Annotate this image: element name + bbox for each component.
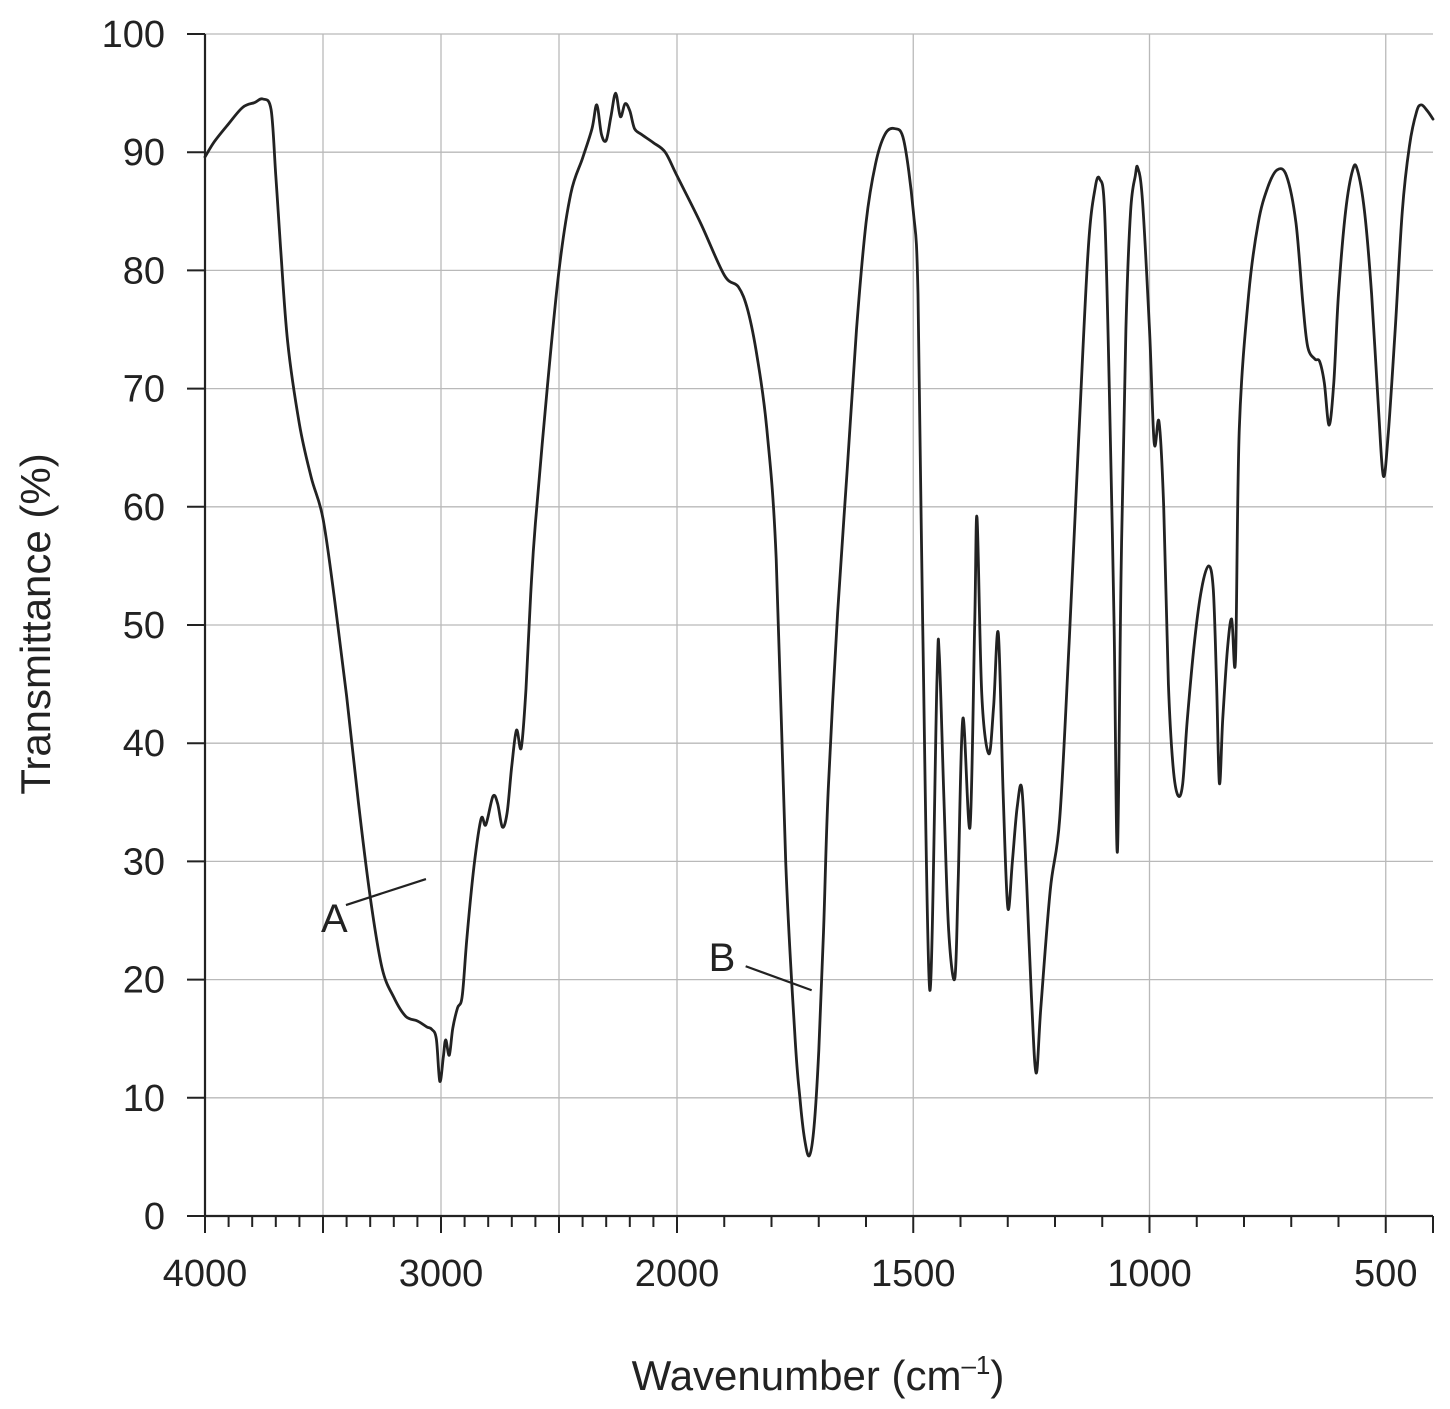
x-tick-label: 500: [1354, 1253, 1417, 1295]
y-tick-label: 40: [123, 723, 165, 765]
x-axis-title-superscript: –1: [961, 1350, 990, 1380]
y-tick-label: 60: [123, 487, 165, 529]
y-tick-label: 30: [123, 841, 165, 883]
x-axis-title-main: Wavenumber (cm: [632, 1352, 962, 1399]
tick-labels: 0 10 20 30 40 50 60 70 80 90 100 4000 3000 2000 1500 10…: [102, 14, 1418, 1295]
annotation-b-label: B: [709, 936, 736, 980]
x-tick-label: 1500: [871, 1253, 956, 1295]
x-tick-label: 1000: [1107, 1253, 1192, 1295]
y-tick-label: 80: [123, 250, 165, 292]
axis-ticks: [187, 33, 1434, 1233]
y-tick-label: 90: [123, 132, 165, 174]
annotation-a-label: A: [321, 897, 348, 941]
spectrum-line: [203, 91, 1435, 1158]
annotations: AB: [321, 877, 813, 992]
y-tick-label: 50: [123, 605, 165, 647]
annotation-a-leader: [345, 877, 427, 907]
x-axis-title: Wavenumber (cm–1): [632, 1350, 1005, 1399]
x-tick-label: 3000: [399, 1253, 484, 1295]
y-axis-title: Transmittance (%): [12, 453, 59, 795]
x-axis-title-close: ): [990, 1352, 1004, 1399]
annotation-b-leader: [745, 965, 813, 992]
y-tick-label: 100: [102, 14, 165, 56]
y-tick-label: 20: [123, 960, 165, 1002]
y-tick-label: 70: [123, 369, 165, 411]
grid-lines: [205, 33, 1433, 1216]
x-tick-label: 4000: [163, 1253, 248, 1295]
y-tick-label: 10: [123, 1078, 165, 1120]
y-tick-label: 0: [144, 1196, 165, 1238]
x-tick-label: 2000: [635, 1253, 720, 1295]
